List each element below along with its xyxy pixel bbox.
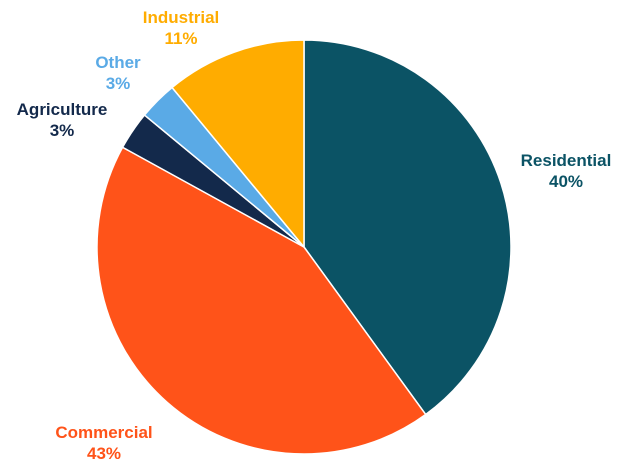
pie-slice-industrial bbox=[170, 39, 305, 250]
slice-label-value: 3% bbox=[105, 74, 131, 93]
slice-label-value: 11% bbox=[164, 29, 198, 48]
slice-label-value: 43% bbox=[86, 444, 122, 463]
slice-label-name: Commercial bbox=[55, 423, 153, 442]
pie-slice-residential bbox=[303, 39, 512, 416]
slice-label-name: Industrial bbox=[142, 8, 220, 27]
slice-label-name: Agriculture bbox=[16, 100, 108, 119]
slice-label-other: Other 3% bbox=[50, 52, 186, 94]
slice-label-agriculture: Agriculture 3% bbox=[0, 99, 130, 141]
slice-label-value: 3% bbox=[49, 121, 75, 140]
slice-label-residential: Residential 40% bbox=[498, 150, 619, 192]
slice-label-name: Residential bbox=[520, 151, 612, 170]
slice-label-name: Other bbox=[95, 53, 141, 72]
pie-slice-commercial bbox=[96, 146, 427, 455]
slice-label-commercial: Commercial 43% bbox=[36, 422, 172, 464]
slice-label-value: 40% bbox=[548, 172, 584, 191]
slice-label-industrial: Industrial 11% bbox=[113, 7, 249, 49]
